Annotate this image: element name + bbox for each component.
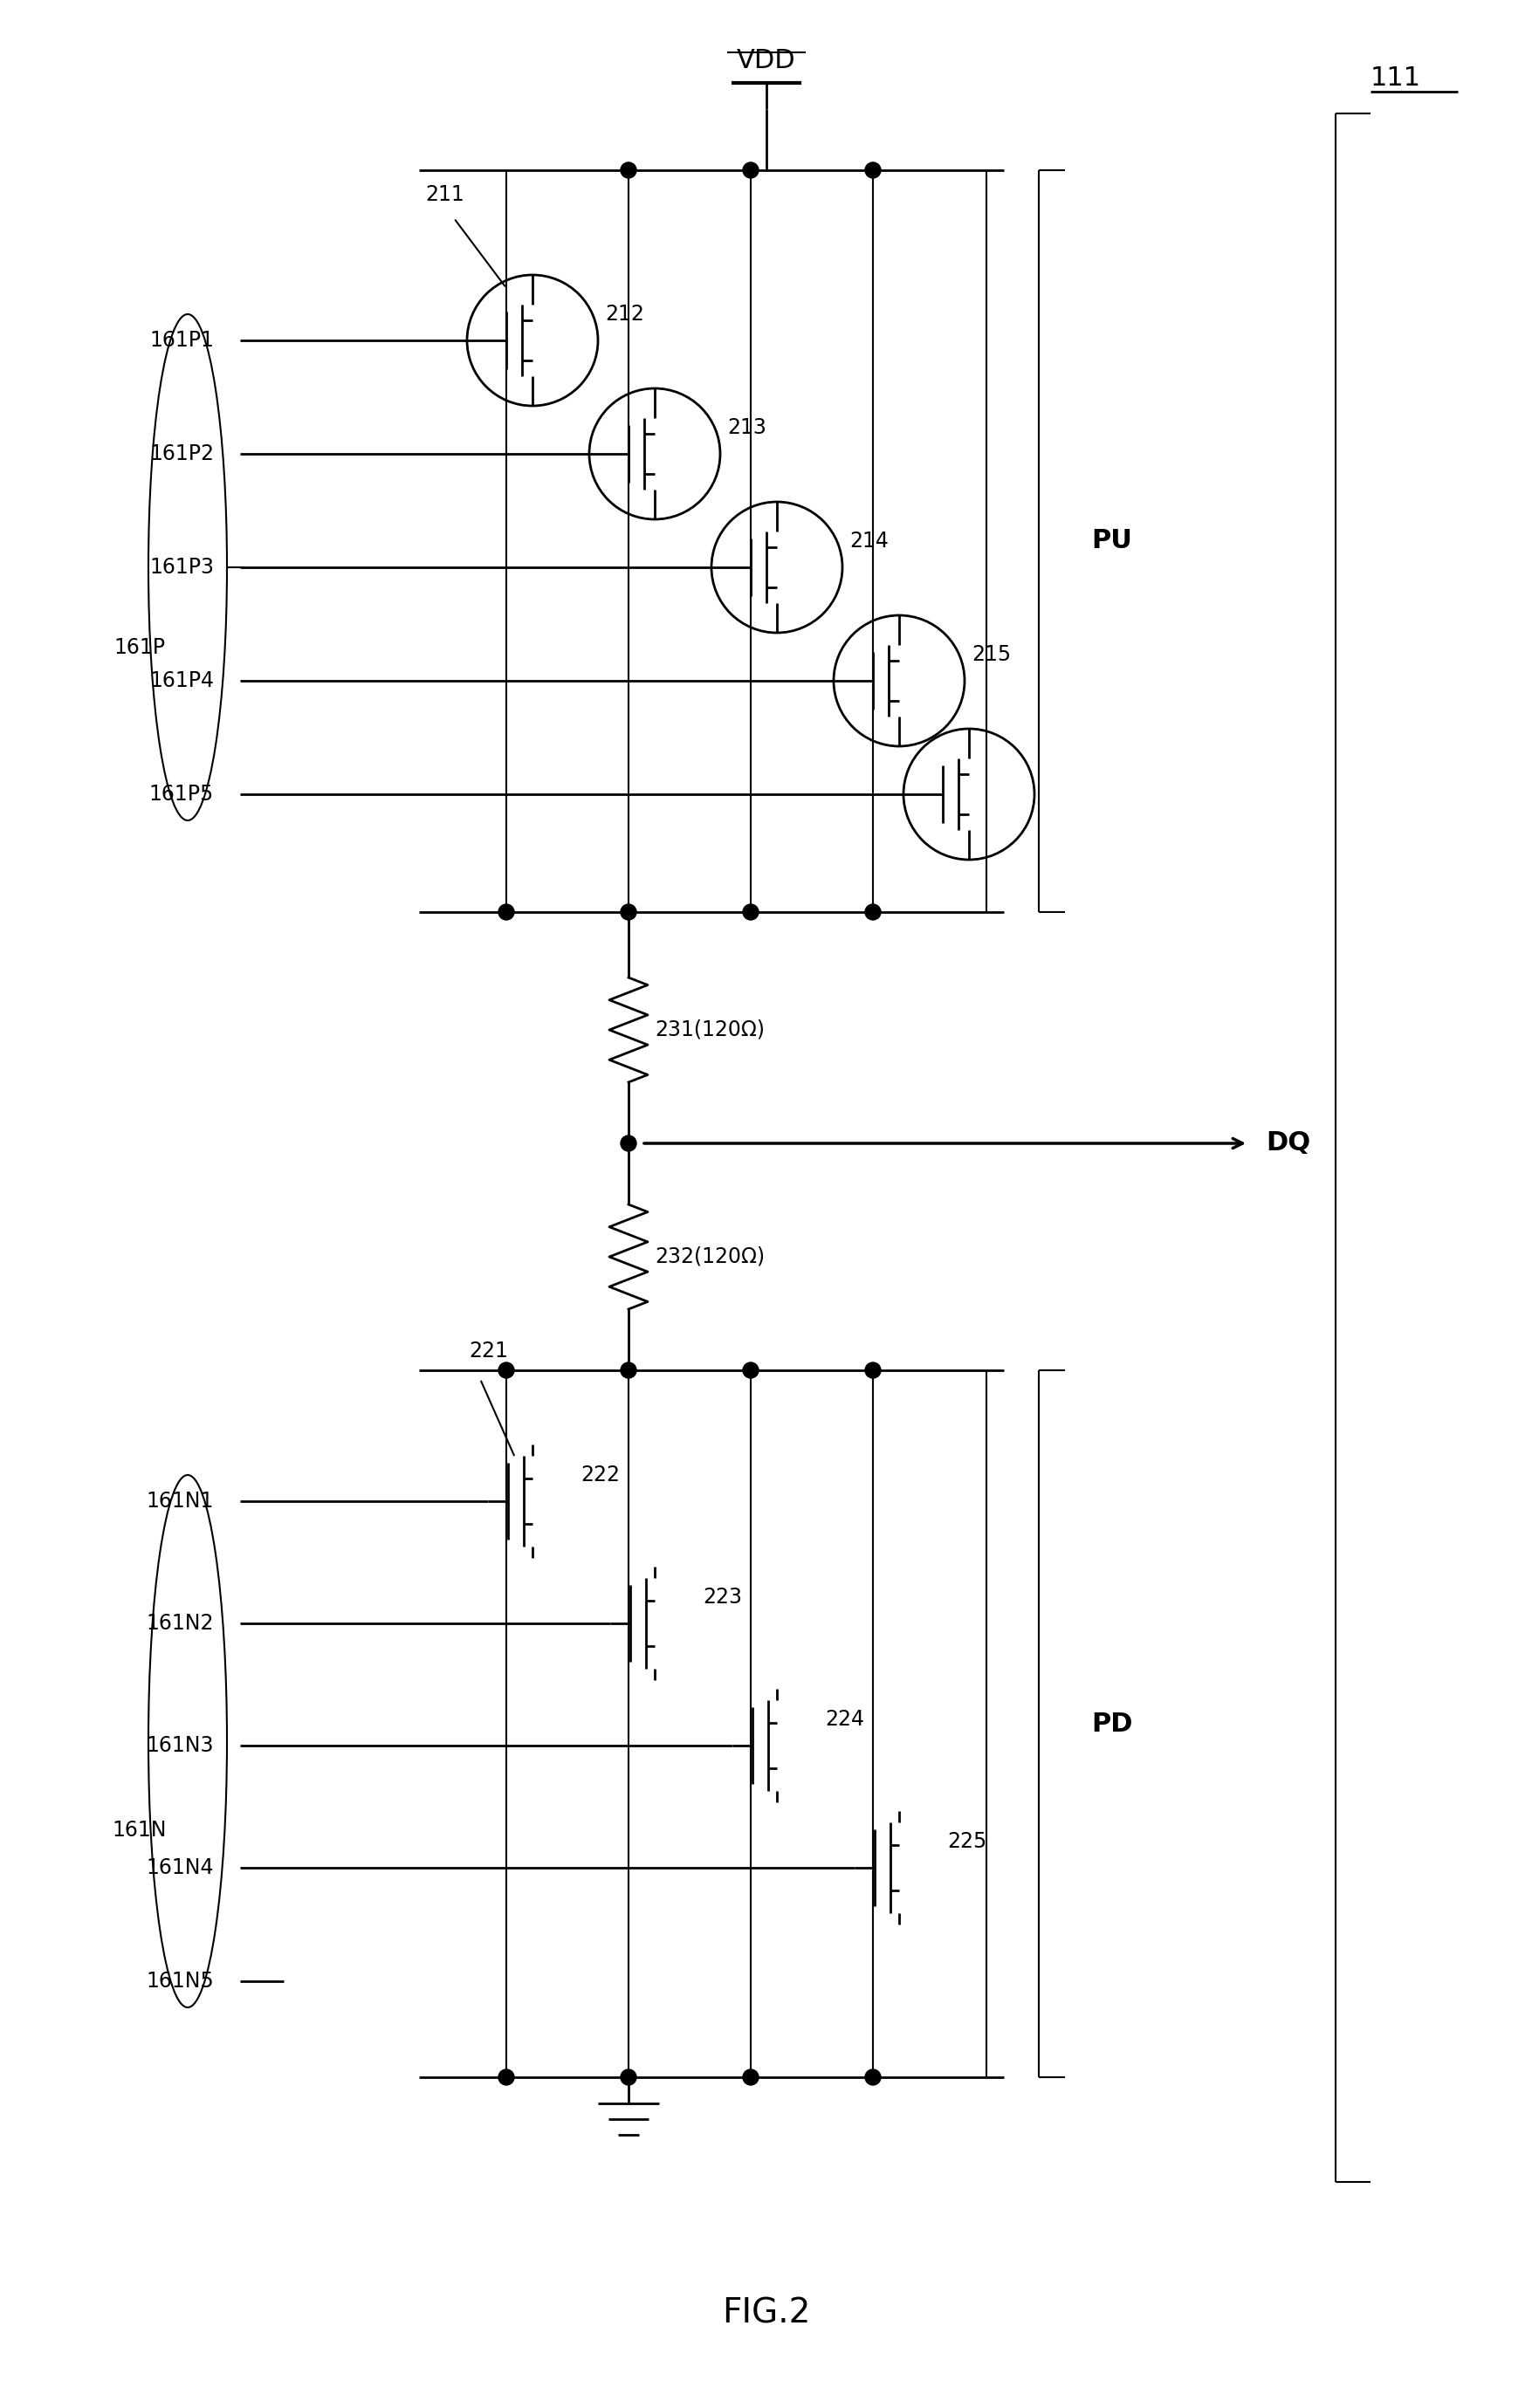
Text: PD: PD (1091, 1712, 1132, 1736)
Text: PU: PU (1091, 527, 1132, 554)
Text: 161N4: 161N4 (146, 1857, 214, 1878)
Circle shape (620, 903, 636, 920)
Circle shape (620, 1137, 636, 1151)
Text: 222: 222 (581, 1464, 619, 1486)
Text: 213: 213 (726, 417, 766, 438)
Circle shape (864, 903, 881, 920)
Text: 212: 212 (605, 303, 643, 325)
Text: DQ: DQ (1265, 1132, 1310, 1156)
Text: 161P: 161P (113, 638, 165, 657)
Circle shape (743, 161, 758, 178)
Circle shape (743, 1363, 758, 1377)
Text: 224: 224 (824, 1710, 864, 1729)
Text: 231(120Ω): 231(120Ω) (654, 1019, 764, 1040)
Text: 214: 214 (849, 530, 889, 551)
Text: 161N3: 161N3 (146, 1736, 214, 1755)
Text: 161N5: 161N5 (146, 1970, 214, 1991)
Text: 161N1: 161N1 (146, 1491, 214, 1512)
Text: 215: 215 (971, 643, 1011, 665)
Text: 223: 223 (702, 1587, 741, 1609)
Text: 211: 211 (426, 183, 464, 205)
Text: 161P3: 161P3 (149, 556, 214, 578)
Text: 232(120Ω): 232(120Ω) (654, 1247, 764, 1267)
Text: 161P2: 161P2 (149, 443, 214, 465)
Text: 161P4: 161P4 (149, 669, 214, 691)
Text: 225: 225 (947, 1830, 987, 1852)
Circle shape (864, 2068, 881, 2085)
Text: 161P1: 161P1 (149, 330, 214, 352)
Text: 161N: 161N (112, 1820, 167, 1840)
Text: 161P5: 161P5 (149, 783, 214, 804)
Circle shape (864, 161, 881, 178)
Circle shape (620, 161, 636, 178)
Text: VDD: VDD (737, 48, 795, 72)
Circle shape (743, 903, 758, 920)
Text: 111: 111 (1370, 65, 1420, 92)
Text: 221: 221 (469, 1341, 509, 1361)
Circle shape (620, 2068, 636, 2085)
Circle shape (743, 2068, 758, 2085)
Circle shape (498, 903, 513, 920)
Text: FIG.2: FIG.2 (722, 2297, 810, 2329)
Circle shape (498, 2068, 513, 2085)
Circle shape (620, 1363, 636, 1377)
Circle shape (864, 1363, 881, 1377)
Text: 161N2: 161N2 (146, 1613, 214, 1635)
Circle shape (498, 1363, 513, 1377)
